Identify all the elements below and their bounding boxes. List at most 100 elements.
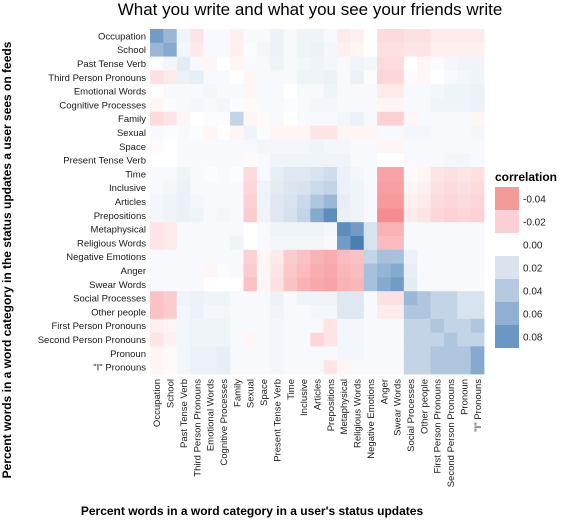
heatmap-cell — [443, 305, 458, 320]
heatmap-cell — [190, 194, 204, 209]
heatmap-cell — [470, 318, 485, 333]
heatmap-cell — [470, 263, 485, 278]
heatmap-cell — [457, 111, 472, 126]
heatmap-cell — [390, 208, 405, 223]
heatmap-cell — [243, 222, 258, 237]
heatmap-cell — [296, 208, 311, 223]
heatmap-cell — [203, 70, 218, 85]
heatmap-cell — [337, 180, 351, 195]
heatmap-cell — [403, 249, 418, 264]
heatmap-cell — [310, 305, 325, 320]
heatmap-cell — [337, 263, 351, 278]
heatmap-cell — [350, 222, 365, 237]
heatmap-cell — [430, 167, 445, 182]
heatmap-cell — [283, 153, 298, 168]
heatmap-cell — [377, 180, 391, 195]
heatmap-cell — [403, 167, 418, 182]
heatmap-cell — [377, 318, 391, 333]
heatmap-cell — [403, 222, 418, 237]
heatmap-cell — [216, 194, 231, 209]
heatmap-cell — [296, 291, 311, 306]
heatmap-cell — [283, 222, 298, 237]
heatmap-cell — [457, 194, 472, 209]
heatmap-cell — [363, 180, 378, 195]
heatmap-cell — [337, 360, 351, 375]
heatmap-cell — [323, 153, 338, 168]
heatmap-cell — [216, 98, 231, 113]
heatmap-cell — [417, 194, 431, 209]
heatmap-cell — [417, 153, 431, 168]
heatmap-cell — [216, 208, 231, 223]
heatmap-cell — [443, 318, 458, 333]
heatmap-cell — [337, 167, 351, 182]
heatmap-cell — [230, 332, 244, 347]
x-tick-label: "I" Pronouns — [473, 379, 484, 432]
x-tick-label: Third Person Pronouns — [192, 379, 203, 477]
heatmap-cell — [163, 153, 178, 168]
heatmap-cell — [363, 236, 378, 251]
y-tick-label: Emotional Words — [74, 87, 146, 98]
heatmap-cell — [377, 139, 391, 154]
heatmap-cell — [417, 29, 431, 44]
heatmap-cell — [350, 318, 365, 333]
heatmap-cell — [363, 153, 378, 168]
heatmap-cell — [230, 167, 244, 182]
y-tick-label: Articles — [115, 197, 146, 208]
heatmap-cell — [216, 249, 231, 264]
heatmap-cell — [203, 236, 218, 251]
heatmap-cell — [230, 263, 244, 278]
heatmap-cell — [216, 125, 231, 140]
heatmap-cell — [256, 180, 271, 195]
heatmap-cell — [243, 249, 258, 264]
heatmap-cell — [256, 56, 271, 71]
heatmap-cell — [256, 236, 271, 251]
heatmap-cell — [216, 139, 231, 154]
heatmap-cell — [270, 222, 284, 237]
heatmap-cell — [190, 29, 204, 44]
heatmap-cell — [470, 194, 485, 209]
heatmap-cell — [443, 263, 458, 278]
heatmap-cell — [470, 153, 485, 168]
heatmap-cell — [363, 42, 378, 57]
heatmap-cell — [350, 263, 365, 278]
heatmap-cell — [150, 125, 164, 140]
heatmap-cell — [337, 153, 351, 168]
heatmap-cell — [243, 29, 258, 44]
heatmap-cell — [283, 139, 298, 154]
heatmap-cell — [256, 249, 271, 264]
heatmap-cell — [390, 98, 405, 113]
heatmap-cell — [337, 332, 351, 347]
heatmap-cell — [443, 84, 458, 99]
heatmap-cell — [230, 291, 244, 306]
heatmap-cell — [443, 236, 458, 251]
heatmap-cell — [310, 42, 325, 57]
heatmap-cell — [430, 84, 445, 99]
heatmap-cell — [216, 318, 231, 333]
heatmap-cell — [337, 70, 351, 85]
heatmap-cell — [230, 56, 244, 71]
heatmap-cell — [443, 291, 458, 306]
heatmap-cell — [176, 125, 191, 140]
heatmap-cell — [256, 125, 271, 140]
heatmap-cell — [230, 153, 244, 168]
heatmap-cell — [363, 346, 378, 361]
heatmap-cell — [337, 194, 351, 209]
heatmap-cell — [243, 318, 258, 333]
heatmap-cell — [270, 125, 284, 140]
heatmap-cell — [337, 236, 351, 251]
heatmap-cell — [270, 249, 284, 264]
heatmap-cell — [443, 139, 458, 154]
heatmap-cell — [350, 139, 365, 154]
heatmap-cell — [176, 98, 191, 113]
heatmap-cell — [457, 222, 472, 237]
heatmap-cell — [150, 180, 164, 195]
heatmap-cell — [417, 291, 431, 306]
heatmap-cell — [443, 249, 458, 264]
heatmap-cell — [323, 167, 338, 182]
heatmap-cell — [443, 194, 458, 209]
heatmap-cell — [457, 56, 472, 71]
x-tick-label: Metaphysical — [339, 379, 350, 434]
heatmap-cell — [350, 167, 365, 182]
x-tick-label: Cognitive Processes — [219, 379, 230, 466]
heatmap-cell — [350, 332, 365, 347]
